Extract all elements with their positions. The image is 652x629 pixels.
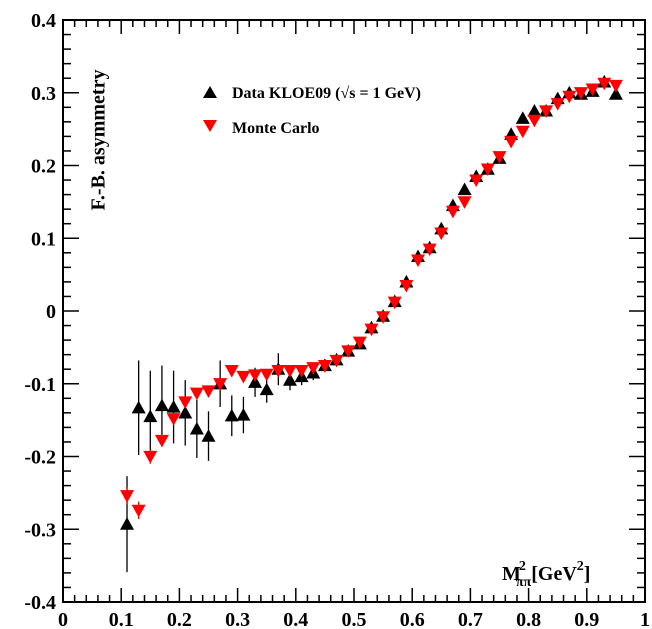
x-axis-title-sub: ππ	[516, 575, 532, 590]
mc-point	[445, 205, 460, 219]
data-point	[143, 409, 158, 423]
x-axis-title-main: M	[502, 563, 521, 585]
data-point	[178, 405, 193, 419]
mc-point	[329, 354, 344, 368]
mc-point	[120, 490, 135, 503]
y-tick-label: 0.3	[31, 83, 56, 105]
data-point	[515, 111, 530, 124]
mc-point	[422, 243, 437, 257]
y-tick-label: 0	[46, 301, 56, 323]
mc-point	[259, 368, 274, 382]
data-point	[120, 517, 135, 530]
data-point	[189, 421, 204, 435]
mc-point	[504, 135, 519, 149]
mc-point	[364, 323, 379, 337]
mc-point	[411, 254, 426, 268]
legend-marker-data	[203, 86, 217, 98]
mc-point	[434, 227, 449, 241]
data-point	[236, 408, 251, 421]
mc-point	[608, 79, 623, 93]
mc-point	[376, 311, 391, 324]
mc-point	[189, 387, 204, 401]
mc-point	[352, 336, 367, 350]
x-tick-label: 0.3	[225, 609, 250, 629]
data-point	[201, 429, 216, 442]
data-point	[457, 182, 472, 196]
y-tick-label: -0.3	[24, 519, 56, 541]
y-tick-labels: -0.4 -0.3 -0.2 -0.1 0 0.1 0.2 0.3 0.4	[24, 10, 56, 614]
mc-point	[515, 125, 530, 139]
mc-point	[597, 77, 612, 91]
mc-point	[399, 279, 414, 293]
x-tick-label: 1	[640, 609, 650, 629]
legend-label-mc: Monte Carlo	[232, 120, 320, 137]
mc-point	[480, 163, 495, 177]
x-tick-label: 0.4	[283, 609, 308, 629]
mc-point	[236, 370, 251, 384]
mc-point	[178, 396, 193, 409]
mc-point	[306, 362, 321, 375]
data-point	[154, 398, 169, 412]
mc-point	[573, 87, 588, 100]
x-axis-title-close: ]	[584, 563, 591, 585]
data-points	[120, 74, 623, 530]
x-tick-label: 0.6	[400, 609, 425, 629]
legend-marker-mc	[203, 120, 217, 132]
x-axis-title-rest-sup: 2	[577, 559, 584, 574]
mc-point	[317, 359, 332, 373]
mc-point	[585, 83, 600, 97]
mc-point	[154, 434, 169, 448]
y-tick-label: 0.4	[31, 10, 56, 32]
data-point	[608, 87, 623, 100]
x-tick-labels: 0 0.1 0.2 0.3 0.4 0.5 0.6 0.7 0.8 0.9 1	[58, 609, 650, 629]
mc-point	[271, 365, 286, 378]
mc-point	[539, 105, 554, 118]
mc-point	[527, 114, 542, 128]
mc-point	[248, 369, 263, 383]
y-axis-title: F.-B. asymmetry	[88, 70, 110, 211]
mc-point	[166, 413, 181, 426]
mc-point	[387, 296, 402, 310]
y-tick-label: 0.1	[31, 228, 56, 250]
y-tick-label: 0.2	[31, 156, 56, 178]
x-tick-label: 0.5	[342, 609, 367, 629]
x-tick-label: 0.7	[458, 609, 483, 629]
legend-label-data: Data KLOE09 (√s = 1 GeV)	[232, 85, 421, 102]
x-axis-title-rest: [GeV	[531, 563, 577, 585]
x-tick-label: 0.1	[109, 609, 134, 629]
x-tick-label: 0.8	[516, 609, 541, 629]
axis-ticks	[62, 19, 646, 603]
mc-point	[294, 365, 309, 378]
mc-point	[562, 90, 577, 104]
x-axis-title: M2 ππ[GeV2]	[502, 559, 590, 590]
mc-point	[550, 98, 565, 111]
legend: Data KLOE09 (√s = 1 GeV) Monte Carlo	[203, 85, 421, 137]
mc-point	[201, 385, 216, 399]
data-point	[259, 382, 274, 396]
mc-point	[224, 365, 239, 378]
mc-point	[131, 504, 146, 518]
mc-point	[143, 450, 158, 464]
data-point	[527, 103, 542, 117]
data-point	[166, 400, 181, 413]
mc-point	[492, 151, 507, 164]
x-tick-label: 0	[58, 609, 68, 629]
mc-point	[341, 345, 356, 359]
data-point	[131, 400, 146, 414]
y-tick-label: -0.2	[24, 447, 56, 469]
x-tick-label: 0.2	[167, 609, 192, 629]
data-point	[282, 373, 297, 386]
mc-point	[282, 365, 297, 378]
mc-point	[469, 174, 484, 188]
x-axis-title-sup: 2	[519, 559, 526, 574]
mc-point	[213, 378, 228, 391]
y-tick-label: -0.4	[24, 592, 56, 614]
mc-point	[457, 196, 472, 209]
data-point	[224, 408, 239, 422]
y-tick-label: -0.1	[24, 374, 56, 396]
x-tick-label: 0.9	[574, 609, 599, 629]
